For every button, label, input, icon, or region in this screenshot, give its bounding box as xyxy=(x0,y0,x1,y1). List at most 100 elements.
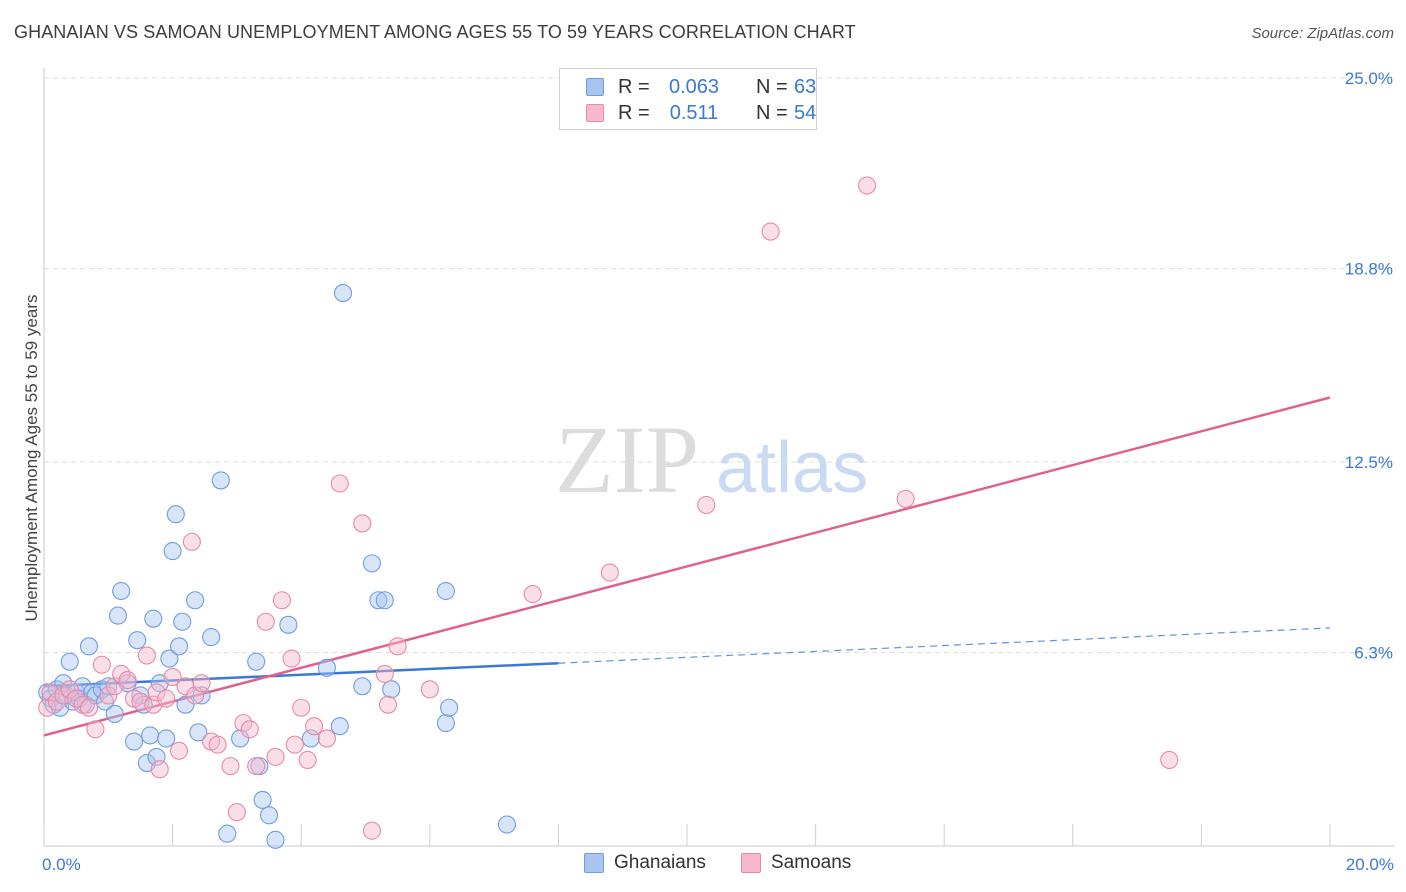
ghanaian-point xyxy=(192,686,211,705)
ghanaian-point xyxy=(144,609,163,628)
ghanaian-point xyxy=(436,714,455,733)
ghanaian-point xyxy=(211,471,230,490)
ghanaian-point xyxy=(375,591,394,610)
ghanaian-point xyxy=(60,652,79,671)
n-value: 63 xyxy=(794,76,817,98)
y-tick-label: 25.0% xyxy=(1345,69,1393,88)
bottom-swatch-ghanaians xyxy=(584,853,604,873)
samoan-point xyxy=(761,222,780,241)
x-tick-label: 20.0% xyxy=(1346,855,1394,874)
bottom-swatch-samoans xyxy=(741,853,761,873)
samoan-point xyxy=(857,176,877,195)
ghanaian-point xyxy=(333,283,353,303)
ghanaian-point xyxy=(279,615,298,634)
n-label: N = xyxy=(756,76,788,98)
ghanaian-point xyxy=(169,637,189,656)
samoan-point xyxy=(157,689,176,708)
ghanaian-point xyxy=(436,581,455,601)
bottom-legend-label: Samoans xyxy=(771,852,852,873)
ghanaian-point xyxy=(176,695,195,714)
ghanaian-point xyxy=(124,732,144,751)
watermark-zip: ZIP xyxy=(555,406,699,513)
ghanaian-point xyxy=(253,790,272,809)
ghanaian-point xyxy=(189,723,208,742)
ghanaian-point xyxy=(112,581,131,601)
ghanaian-point xyxy=(141,726,160,745)
ghanaian-point xyxy=(160,649,179,668)
samoan-point xyxy=(208,735,227,754)
ghanaian-point xyxy=(440,698,459,717)
ghanaian-point xyxy=(218,824,237,843)
samoan-point xyxy=(182,532,201,551)
ghanaian-point xyxy=(330,717,349,736)
samoan-point xyxy=(353,514,372,533)
samoan-point xyxy=(169,741,189,760)
samoan-point xyxy=(285,735,304,754)
samoan-point xyxy=(420,680,439,699)
samoan-point xyxy=(298,750,317,770)
samoan-point xyxy=(896,489,915,508)
ghanaian-point xyxy=(134,695,153,714)
samoan-point xyxy=(137,646,156,665)
ghanaian-point xyxy=(173,612,192,631)
ghanaian-point xyxy=(128,631,147,650)
ghanaian-point xyxy=(157,729,176,748)
r-label: R = xyxy=(618,102,650,124)
bottom-legend-label: Ghanaians xyxy=(614,852,706,873)
samoan-point xyxy=(99,686,118,705)
tick-labels: 6.3% 12.5% 18.8% 25.0% 0.0% 20.0% xyxy=(42,69,1394,874)
samoan-point xyxy=(388,637,407,656)
r-value: 0.511 xyxy=(669,102,719,124)
samoan-point xyxy=(256,612,275,631)
samoan-point xyxy=(362,821,381,840)
ghanaian-point xyxy=(266,830,285,849)
samoan-point xyxy=(150,760,169,779)
ghanaian-trend-extension xyxy=(558,627,1331,664)
samoan-point xyxy=(221,757,240,776)
x-tick-label: 0.0% xyxy=(42,855,81,874)
samoan-point xyxy=(378,695,398,714)
source-label: Source: ZipAtlas.com xyxy=(1251,25,1394,42)
samoan-point xyxy=(292,698,311,717)
samoan-point xyxy=(240,720,259,739)
r-value: 0.063 xyxy=(668,76,720,98)
samoan-point xyxy=(86,720,105,739)
samoan-point xyxy=(92,655,111,674)
samoan-point xyxy=(317,729,336,748)
samoan-point xyxy=(118,671,137,690)
y-tick-label: 6.3% xyxy=(1354,643,1393,662)
samoan-point xyxy=(600,563,619,582)
samoan-point xyxy=(227,803,246,822)
samoan-point xyxy=(330,474,349,493)
chart-title: GHANAIAN VS SAMOAN UNEMPLOYMENT AMONG AG… xyxy=(14,22,856,42)
samoan-point xyxy=(282,649,301,668)
ghanaian-point xyxy=(108,606,127,625)
watermark-atlas: atlas xyxy=(716,428,868,508)
ghanaian-point xyxy=(105,704,124,723)
ghanaian-point xyxy=(382,680,401,699)
legend-swatch-ghanaians xyxy=(586,78,604,96)
samoan-point xyxy=(38,698,57,717)
ghanaian-point xyxy=(353,677,372,696)
ghanaian-point xyxy=(362,554,381,573)
y-tick-label: 12.5% xyxy=(1345,453,1393,472)
samoan-point xyxy=(305,717,324,736)
y-tick-label: 18.8% xyxy=(1345,259,1393,278)
samoan-point xyxy=(163,667,182,687)
ghanaian-point xyxy=(163,542,182,561)
ghanaian-point xyxy=(166,505,185,524)
samoan-point xyxy=(266,747,285,766)
samoan-point xyxy=(247,757,266,776)
stats-legend: R = 0.063 N = 63 R = 0.511 N = 54 xyxy=(559,68,817,130)
samoan-point xyxy=(523,585,542,604)
samoan-point xyxy=(192,674,211,693)
ghanaian-point xyxy=(99,677,118,696)
ghanaian-point xyxy=(259,806,279,825)
ghanaian-point xyxy=(497,815,517,834)
samoan-point xyxy=(1160,750,1179,770)
y-axis-title: Unemployment Among Ages 55 to 59 years xyxy=(22,295,41,622)
r-label: R = xyxy=(618,76,650,98)
ghanaian-point xyxy=(317,658,336,677)
legend-swatch-samoans xyxy=(586,104,604,122)
